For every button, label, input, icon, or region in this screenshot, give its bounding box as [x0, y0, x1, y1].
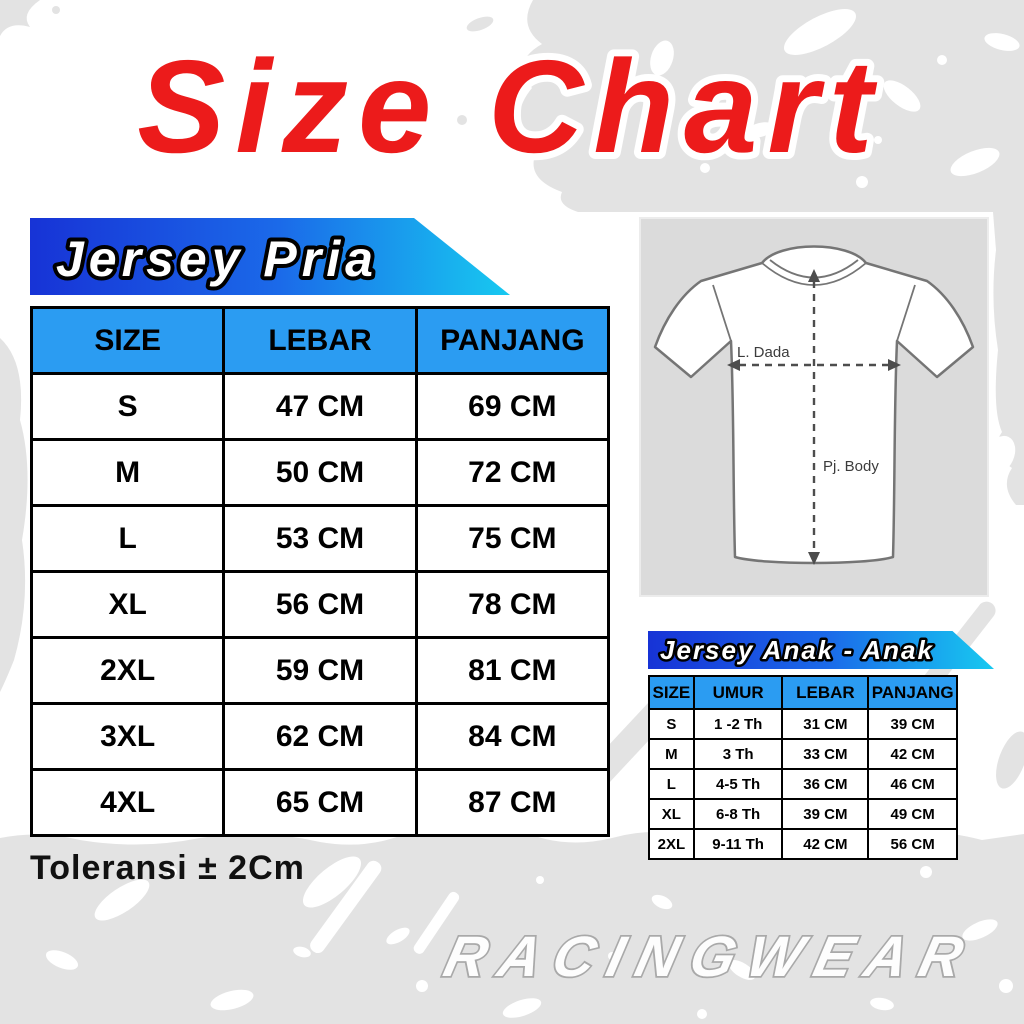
table-row: S 47 CM 69 CM	[29, 372, 611, 441]
table-cell: S	[648, 708, 695, 740]
jersey-anak-table: SIZE UMUR LEBAR PANJANG S 1 -2 Th 31 CM 39 CM M 3…	[648, 675, 958, 860]
column-header: SIZE	[29, 306, 226, 375]
table-cell: L	[29, 504, 226, 573]
table-cell: 50 CM	[222, 438, 418, 507]
table-cell: M	[29, 438, 226, 507]
table-cell: 3 Th	[692, 738, 784, 770]
column-header: PANJANG	[867, 675, 958, 710]
table-row: XL 56 CM 78 CM	[29, 570, 611, 639]
table-row: L 4-5 Th 36 CM 46 CM	[648, 768, 958, 800]
brand-watermark-logo: RACINGWEAR	[437, 924, 984, 991]
column-header: LEBAR	[781, 675, 870, 710]
table-cell: 6-8 Th	[692, 798, 784, 830]
tshirt-sleeve-seams	[712, 284, 916, 342]
table-header-row: SIZE UMUR LEBAR PANJANG	[648, 675, 958, 710]
title-banner: Size Chart	[130, 26, 883, 185]
table-cell: 75 CM	[414, 504, 611, 573]
table-cell: M	[648, 738, 695, 770]
jersey-pria-banner: Jersey Pria	[30, 218, 510, 295]
table-cell: 36 CM	[781, 768, 870, 800]
table-cell: 56 CM	[222, 570, 418, 639]
table-row: 3XL 62 CM 84 CM	[29, 702, 611, 771]
table-cell: 2XL	[29, 636, 226, 705]
table-cell: 1 -2 Th	[692, 708, 784, 740]
table-cell: 31 CM	[781, 708, 870, 740]
tolerance-note: Toleransi ± 2Cm	[30, 849, 305, 887]
column-header: LEBAR	[222, 306, 418, 375]
table-cell: 42 CM	[867, 738, 958, 770]
table-row: M 50 CM 72 CM	[29, 438, 611, 507]
table-cell: 3XL	[29, 702, 226, 771]
column-header: SIZE	[648, 675, 695, 710]
table-cell: 39 CM	[867, 708, 958, 740]
table-row: L 53 CM 75 CM	[29, 504, 611, 573]
table-cell: 72 CM	[414, 438, 611, 507]
splatter-bottom-band	[0, 818, 1024, 1024]
splatter-top-right	[520, 0, 1024, 505]
table-cell: 39 CM	[781, 798, 870, 830]
table-cell: XL	[648, 798, 695, 830]
table-cell: 4-5 Th	[692, 768, 784, 800]
body-arrow-top	[808, 269, 820, 282]
brand-watermark: RACINGWEAR	[438, 926, 982, 989]
body-arrow-bottom	[808, 552, 820, 565]
chest-label: L. Dada	[737, 344, 790, 361]
table-cell: 2XL	[648, 828, 695, 860]
table-cell: 4XL	[29, 768, 226, 837]
column-header: PANJANG	[414, 306, 611, 375]
table-cell: 42 CM	[781, 828, 870, 860]
table-cell: 59 CM	[222, 636, 418, 705]
table-cell: 49 CM	[867, 798, 958, 830]
page-title: Size Chart	[137, 33, 883, 180]
table-row: XL 6-8 Th 39 CM 49 CM	[648, 798, 958, 830]
jersey-pria-table: SIZE LEBAR PANJANG S 47 CM 69 CM M 50 CM 72 CM L 5…	[29, 306, 611, 837]
body-label: Pj. Body	[823, 458, 879, 475]
table-row: 2XL 59 CM 81 CM	[29, 636, 611, 705]
table-cell: 87 CM	[414, 768, 611, 837]
jersey-pria-banner-label: Jersey Pria	[56, 231, 378, 287]
table-cell: 53 CM	[222, 504, 418, 573]
table-cell: 46 CM	[867, 768, 958, 800]
table-cell: 84 CM	[414, 702, 611, 771]
table-cell: 81 CM	[414, 636, 611, 705]
jersey-anak-banner: Jersey Anak - Anak	[648, 631, 994, 669]
column-header: UMUR	[692, 675, 784, 710]
table-cell: 33 CM	[781, 738, 870, 770]
tshirt-diagram-panel: L. Dada Pj. Body	[641, 219, 987, 595]
chest-arrow-right	[888, 359, 901, 371]
splatter-top-left	[0, 0, 494, 125]
table-cell: 69 CM	[414, 372, 611, 441]
table-cell: 78 CM	[414, 570, 611, 639]
table-header-row: SIZE LEBAR PANJANG	[29, 306, 611, 375]
table-cell: 56 CM	[867, 828, 958, 860]
splatter-left-edge	[0, 338, 28, 692]
table-cell: 47 CM	[222, 372, 418, 441]
table-cell: 65 CM	[222, 768, 418, 837]
table-row: 2XL 9-11 Th 42 CM 56 CM	[648, 828, 958, 860]
table-cell: 9-11 Th	[692, 828, 784, 860]
jersey-anak-banner-label: Jersey Anak - Anak	[660, 635, 934, 665]
table-cell: 62 CM	[222, 702, 418, 771]
table-cell: L	[648, 768, 695, 800]
table-row: 4XL 65 CM 87 CM	[29, 768, 611, 837]
chest-arrow-left	[727, 359, 740, 371]
table-cell: XL	[29, 570, 226, 639]
table-cell: S	[29, 372, 226, 441]
